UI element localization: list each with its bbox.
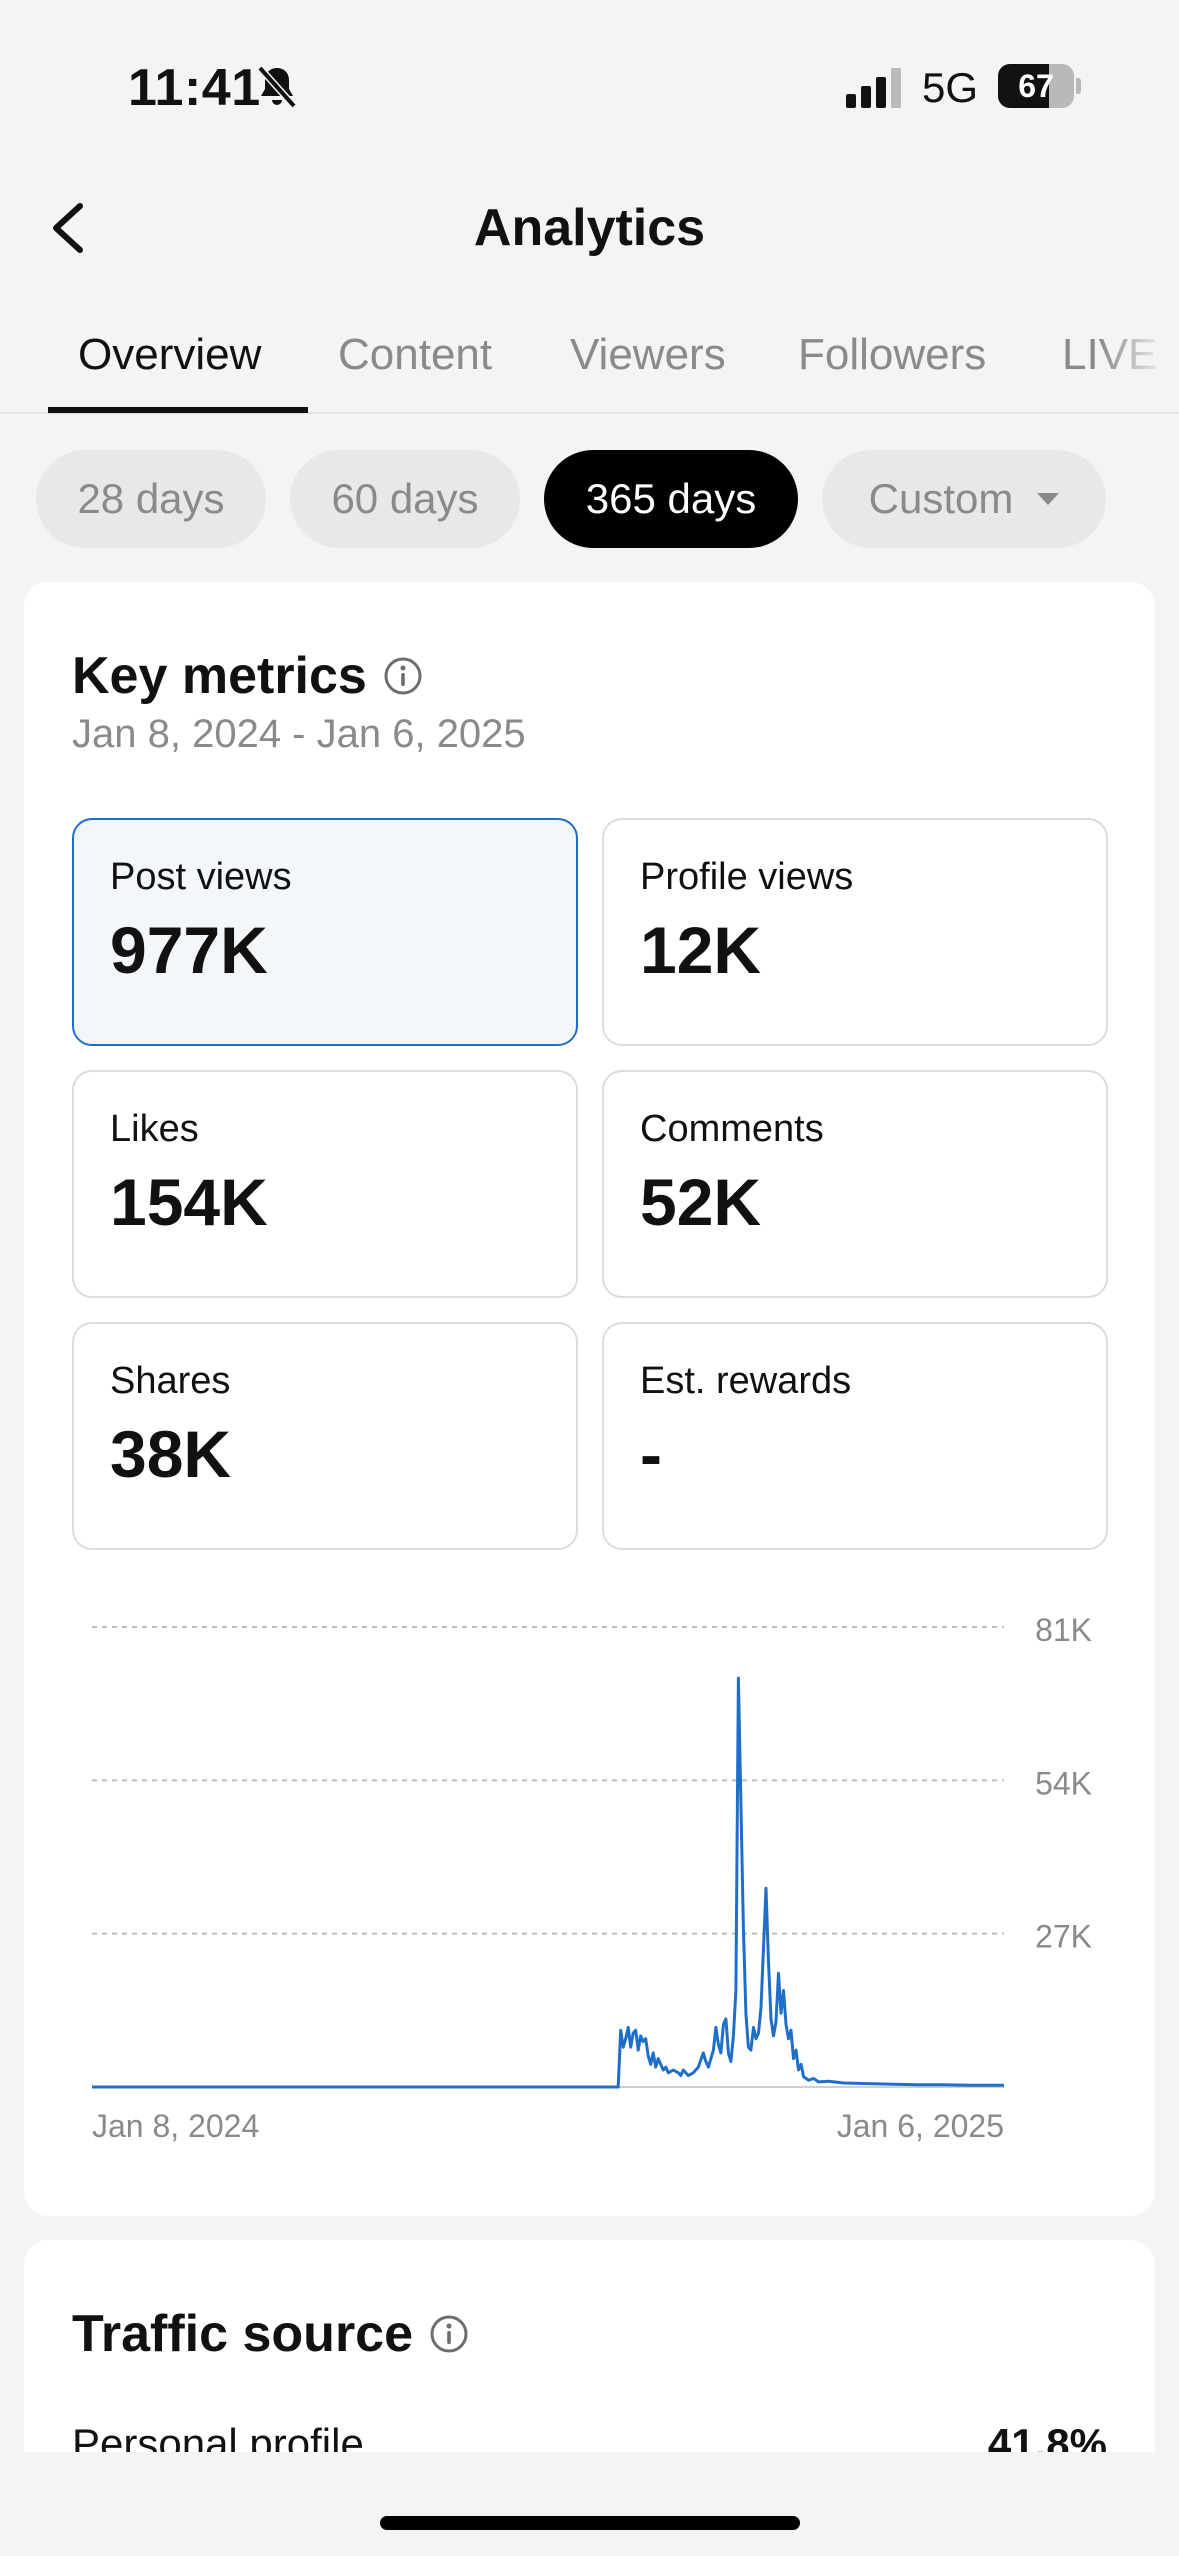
range-label: 28 days <box>77 475 225 522</box>
metric-label: Shares <box>110 1360 231 1402</box>
y-tick-label: 27K <box>1035 1919 1092 1955</box>
range-28-days[interactable]: 28 days <box>36 450 266 548</box>
chevron-left-icon <box>53 203 83 253</box>
battery-fill <box>998 64 1049 108</box>
range-60-days[interactable]: 60 days <box>290 450 520 548</box>
metric-label: Profile views <box>640 856 854 898</box>
metric-label: Est. rewards <box>640 1360 852 1402</box>
range-label: Custom <box>868 475 1014 522</box>
metric-label: Comments <box>640 1108 824 1150</box>
page-title: Analytics <box>473 199 706 257</box>
metric-value: 38K <box>110 1417 232 1491</box>
tab-followers[interactable]: Followers <box>798 330 987 379</box>
tab-viewers[interactable]: Viewers <box>570 330 726 379</box>
tab-content[interactable]: Content <box>338 330 493 379</box>
tab-bar: Overview Content Viewers Followers LIVE <box>0 312 1179 414</box>
metric-likes[interactable]: Likes 154K <box>72 1070 578 1298</box>
y-tick-label: 54K <box>1035 1765 1092 1801</box>
home-indicator[interactable] <box>380 2516 800 2530</box>
network-type: 5G <box>922 64 979 111</box>
battery-cap <box>1076 78 1081 94</box>
metric-comments[interactable]: Comments 52K <box>602 1070 1108 1298</box>
date-range-selector: 28 days 60 days 365 days Custom <box>0 450 1179 550</box>
metric-value: 154K <box>110 1165 268 1239</box>
metric-value: 977K <box>110 913 268 987</box>
tab-overview[interactable]: Overview <box>78 330 262 379</box>
cellular-signal-icon <box>846 68 901 108</box>
metric-profile-views[interactable]: Profile views 12K <box>602 818 1108 1046</box>
traffic-source-heading: Traffic source <box>72 2305 414 2363</box>
metric-value: - <box>640 1417 662 1491</box>
status-time: 11:41 <box>128 59 261 117</box>
range-custom[interactable]: Custom <box>822 450 1106 548</box>
info-icon[interactable] <box>383 656 423 696</box>
traffic-source-title: Traffic source <box>72 2304 469 2364</box>
metric-post-views[interactable]: Post views 977K <box>72 818 578 1046</box>
key-metrics-heading: Key metrics <box>72 647 367 705</box>
active-tab-indicator <box>48 407 308 413</box>
y-tick-label: 81K <box>1035 1612 1092 1648</box>
x-tick-label-end: Jan 6, 2025 <box>837 2108 1004 2144</box>
post-views-series-line <box>92 1676 1004 2089</box>
back-button[interactable] <box>40 196 96 260</box>
range-label: 60 days <box>331 475 479 522</box>
key-metrics-card: Key metrics Jan 8, 2024 - Jan 6, 2025 Po… <box>24 582 1155 2216</box>
date-range-label: Jan 8, 2024 - Jan 6, 2025 <box>72 712 526 756</box>
key-metrics-title: Key metrics <box>72 646 423 706</box>
battery-body <box>998 64 1074 108</box>
battery-indicator: 67 <box>998 64 1081 108</box>
x-tick-label-start: Jan 8, 2024 <box>92 2108 259 2144</box>
range-365-days[interactable]: 365 days <box>544 450 798 548</box>
bell-slash-icon <box>257 65 297 109</box>
status-bar: 11:41 5G 67 <box>0 0 1179 170</box>
metric-label: Likes <box>110 1108 199 1150</box>
metric-value: 12K <box>640 913 762 987</box>
battery-level: 67 <box>1018 68 1054 104</box>
bottom-safe-area <box>0 2452 1179 2556</box>
metric-shares[interactable]: Shares 38K <box>72 1322 578 1550</box>
info-icon[interactable] <box>429 2314 469 2354</box>
metric-value: 52K <box>640 1165 762 1239</box>
metric-label: Post views <box>110 856 292 898</box>
tabs-fade <box>1099 312 1179 412</box>
caret-down-icon <box>1037 493 1060 505</box>
range-label: 365 days <box>585 475 757 522</box>
metric-est-rewards[interactable]: Est. rewards - <box>602 1322 1108 1550</box>
